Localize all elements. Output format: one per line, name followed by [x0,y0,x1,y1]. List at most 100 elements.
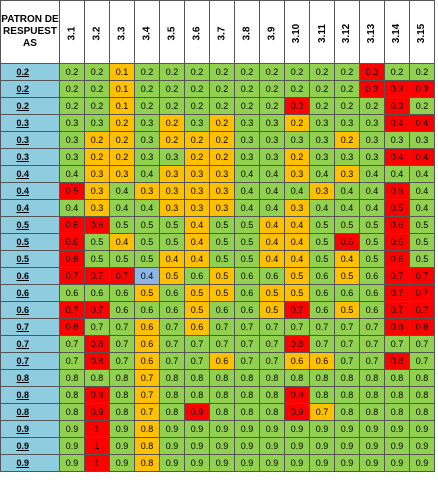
table-cell: 0.4 [134,165,160,183]
table-cell: 0.2 [159,63,185,81]
table-cell: 0.9 [184,420,210,438]
table-cell: 0.4 [234,182,260,200]
table-row: 0.2 0.2 0.2 0.1 0.2 0.2 0.2 0.2 0.2 0.2 0.3 0.2 0.2 0… [0,97,435,115]
row-label: 0.9 [0,420,60,438]
table-cell: 0.9 [234,454,260,472]
row-label: 0.3 [0,131,60,149]
table-cell: 0.9 [209,420,235,438]
table-cell: 0.3 [359,114,385,132]
table-row: 0.8 0.8 0.8 0.8 0.7 0.8 0.8 0.8 0.8 0.8 0.8 0.8 0.8 0… [0,369,435,387]
table-cell: 0.7 [384,301,410,319]
table-cell: 0.7 [409,352,435,370]
table-cell: 0.7 [159,318,185,336]
table-row: 0.8 0.8 0.9 0.8 0.7 0.8 0.8 0.8 0.8 0.8 0.9 0.8 0.8 0… [0,386,435,404]
table-cell: 0.2 [309,63,335,81]
table-cell: 0.5 [184,301,210,319]
table-row: 0.7 0.7 0.8 0.7 0.6 0.7 0.7 0.7 0.7 0.7 0.8 0.7 0.7 0… [0,335,435,353]
table-cell: 0.2 [84,131,110,149]
table-cell: 0.3 [84,182,110,200]
table-cell: 0.9 [359,454,385,472]
table-cell: 0.2 [159,131,185,149]
table-cell: 0.3 [234,148,260,166]
table-cell: 0.7 [384,267,410,285]
table-cell: 0.8 [384,369,410,387]
table-cell: 0.2 [184,63,210,81]
table-cell: 0.8 [284,369,310,387]
table-cell: 0.5 [209,284,235,302]
table-cell: 0.6 [84,284,110,302]
table-cell: 0.7 [134,403,160,421]
table-cell: 0.5 [84,250,110,268]
table-row: 0.7 0.7 0.8 0.7 0.6 0.7 0.7 0.6 0.7 0.7 0.6 0.6 0.7 0… [0,352,435,370]
table-cell: 0.3 [384,80,410,98]
table-row: 0.6 0.6 0.6 0.6 0.5 0.6 0.5 0.5 0.6 0.5 0.5 0.6 0.6 0… [0,284,435,302]
row-label: 0.5 [0,250,60,268]
table-cell: 0.9 [109,437,135,455]
table-cell: 0.7 [209,335,235,353]
table-cell: 0.2 [309,97,335,115]
table-cell: 0.9 [334,420,360,438]
table-cell: 0.3 [359,131,385,149]
table-cell: 0.9 [184,403,210,421]
table-cell: 0.4 [309,165,335,183]
column-header: 3.2 [84,0,110,64]
table-cell: 0.7 [334,335,360,353]
table-cell: 0.9 [384,420,410,438]
table-cell: 0.2 [334,97,360,115]
table-cell: 0.4 [359,182,385,200]
table-cell: 0.3 [284,131,310,149]
table-cell: 0.9 [359,420,385,438]
table-cell: 0.2 [184,131,210,149]
table-cell: 0.2 [384,63,410,81]
table-cell: 0.4 [59,199,85,217]
table-cell: 0.3 [309,114,335,132]
table-cell: 0.6 [384,250,410,268]
table-cell: 0.6 [59,284,85,302]
table-cell: 0.5 [284,267,310,285]
table-cell: 0.6 [259,267,285,285]
table-cell: 0.7 [184,335,210,353]
table-cell: 0.4 [259,165,285,183]
table-cell: 0.6 [134,335,160,353]
table-cell: 0.2 [259,97,285,115]
table-cell: 0.3 [109,165,135,183]
table-cell: 0.3 [259,114,285,132]
table-cell: 0.8 [159,403,185,421]
table-cell: 0.8 [334,386,360,404]
table-cell: 0.9 [334,454,360,472]
table-cell: 0.6 [384,216,410,234]
table-cell: 0.5 [134,216,160,234]
column-header-label: 3.2 [91,26,103,41]
table-row: 0.2 0.2 0.2 0.1 0.2 0.2 0.2 0.2 0.2 0.2 0.2 0.2 0.2 0… [0,63,435,81]
table-cell: 0.2 [209,63,235,81]
table-cell: 0.9 [359,437,385,455]
table-cell: 0.6 [284,352,310,370]
table-cell: 0.6 [234,284,260,302]
table-cell: 0.4 [134,267,160,285]
table-row: 0.3 0.3 0.2 0.2 0.3 0.2 0.2 0.2 0.3 0.3 0.3 0.3 0.2 0… [0,131,435,149]
table-cell: 0.8 [409,318,435,336]
table-row: 0.4 0.5 0.3 0.4 0.3 0.3 0.3 0.3 0.4 0.4 0.4 0.3 0.4 0… [0,182,435,200]
column-header: 3.5 [159,0,185,64]
table-cell: 0.6 [309,301,335,319]
table-cell: 0.7 [234,335,260,353]
table-cell: 0.9 [384,437,410,455]
row-label: 0.7 [0,335,60,353]
column-header-label: 3.13 [366,23,378,44]
table-cell: 0.7 [359,335,385,353]
table-cell: 0.2 [59,63,85,81]
table-cell: 0.7 [134,369,160,387]
table-cell: 0.4 [284,233,310,251]
table-cell: 0.4 [334,182,360,200]
table-cell: 1 [84,437,110,455]
row-label: 0.4 [0,182,60,200]
table-cell: 0.3 [59,114,85,132]
table-cell: 0.3 [359,148,385,166]
table-cell: 0.5 [409,233,435,251]
table-cell: 0.6 [359,301,385,319]
table-cell: 0.5 [259,301,285,319]
response-pattern-table: PATRON DE RESPUEST AS 3.1 3.2 3.3 3.4 3.5 3.6… [0,0,435,472]
table-cell: 0.8 [209,369,235,387]
table-cell: 0.1 [109,63,135,81]
table-cell: 0.6 [334,284,360,302]
